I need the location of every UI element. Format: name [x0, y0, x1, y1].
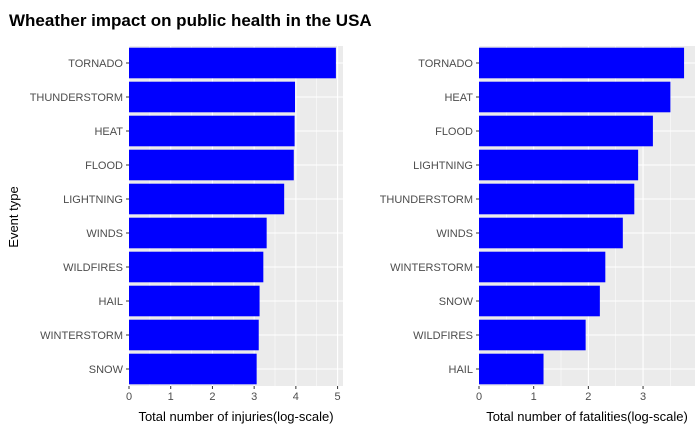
- fatalities-x-tick-label: 3: [640, 391, 646, 403]
- injuries-x-tick-label: 2: [209, 391, 215, 403]
- injuries-x-tick-label: 0: [126, 391, 132, 403]
- fatalities-bar-winterstorm: [479, 251, 606, 283]
- injuries-bar-flood: [129, 149, 294, 181]
- injuries-x-tick-label: 1: [168, 391, 174, 403]
- fatalities-bar-wildfires: [479, 319, 586, 351]
- fatalities-bar-hail: [479, 353, 544, 385]
- injuries-bar-hail: [129, 285, 260, 317]
- fatalities-category-label: HEAT: [444, 92, 473, 104]
- injuries-category-label: WINDS: [86, 228, 123, 240]
- injuries-bar-tornado: [129, 47, 336, 79]
- fatalities-category-label: FLOOD: [435, 126, 473, 138]
- fatalities-bar-flood: [479, 115, 653, 147]
- fatalities-bar-winds: [479, 217, 623, 249]
- fatalities-x-tick-label: 1: [531, 391, 537, 403]
- fatalities-bar-lightning: [479, 149, 639, 181]
- injuries-x-tick-label: 4: [293, 391, 299, 403]
- injuries-category-label: HAIL: [99, 296, 123, 308]
- fatalities-x-tick-label: 0: [476, 391, 482, 403]
- injuries-bar-wildfires: [129, 251, 264, 283]
- injuries-bar-snow: [129, 353, 257, 385]
- injuries-category-label: WILDFIRES: [63, 262, 123, 274]
- fatalities-category-label: TORNADO: [418, 58, 473, 70]
- injuries-bar-lightning: [129, 183, 285, 215]
- injuries-category-label: HEAT: [94, 126, 123, 138]
- fatalities-category-label: SNOW: [439, 296, 474, 308]
- fatalities-category-label: HAIL: [449, 364, 473, 376]
- injuries-category-label: LIGHTNING: [63, 194, 123, 206]
- injuries-x-tick-label: 5: [335, 391, 341, 403]
- injuries-bar-winds: [129, 217, 267, 249]
- y-axis-title: Event type: [6, 186, 21, 247]
- injuries-category-label: WINTERSTORM: [40, 330, 123, 342]
- injuries-x-axis-title: Total number of injuries(log-scale): [138, 409, 333, 424]
- injuries-category-label: SNOW: [89, 364, 124, 376]
- fatalities-category-label: LIGHTNING: [413, 160, 473, 172]
- fatalities-bar-thunderstorm: [479, 183, 635, 215]
- chart-title: Wheather impact on public health in the …: [9, 11, 372, 30]
- fatalities-category-label: WINTERSTORM: [390, 262, 473, 274]
- fatalities-category-label: WINDS: [436, 228, 473, 240]
- fatalities-x-axis-title: Total number of fatalities(log-scale): [486, 409, 688, 424]
- injuries-panel: TORNADO THUNDERSTORM HEAT FLOOD LIGHTNING WIN…: [30, 46, 343, 424]
- injuries-bar-thunderstorm: [129, 81, 296, 113]
- fatalities-category-label: THUNDERSTORM: [380, 194, 473, 206]
- injuries-bar-winterstorm: [129, 319, 259, 351]
- fatalities-bar-heat: [479, 81, 671, 113]
- injuries-bar-heat: [129, 115, 295, 147]
- injuries-x-tick-label: 3: [251, 391, 257, 403]
- injuries-category-label: THUNDERSTORM: [30, 92, 123, 104]
- fatalities-x-tick-label: 2: [585, 391, 591, 403]
- injuries-category-label: FLOOD: [85, 160, 123, 172]
- fatalities-bar-tornado: [479, 47, 685, 79]
- fatalities-panel: TORNADO HEAT FLOOD LIGHTNING THUNDERSTORM WIN…: [380, 46, 695, 424]
- injuries-category-label: TORNADO: [68, 58, 123, 70]
- fatalities-bar-snow: [479, 285, 600, 317]
- fatalities-category-label: WILDFIRES: [413, 330, 473, 342]
